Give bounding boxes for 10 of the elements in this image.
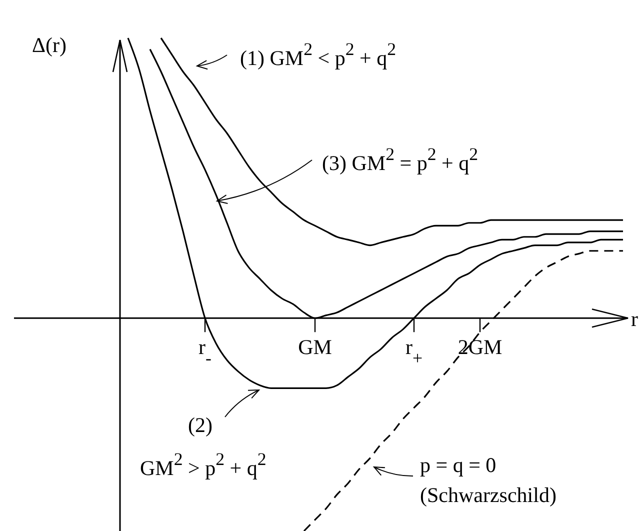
x-tick-label: r$_{+}$ [405, 335, 423, 368]
x-tick-label: 2GM [458, 335, 502, 360]
x-tick-label: r$_{-}$ [198, 335, 212, 368]
annotation: p = q = 0 (Schwarzschild) [420, 453, 556, 507]
annotation: (2) GM$^{2}$ > p$^{2}$ + q$^{2}$ [140, 413, 266, 480]
x-axis-title: r [631, 307, 638, 331]
annotation: (1) GM$^{2}$ < p$^{2}$ + q$^{2}$ [240, 39, 396, 70]
annotation: (3) GM$^{2}$ = p$^{2}$ + q$^{2}$ [322, 144, 478, 175]
x-tick-label: GM [298, 335, 332, 360]
y-axis-title: Δ(r) [32, 33, 66, 57]
